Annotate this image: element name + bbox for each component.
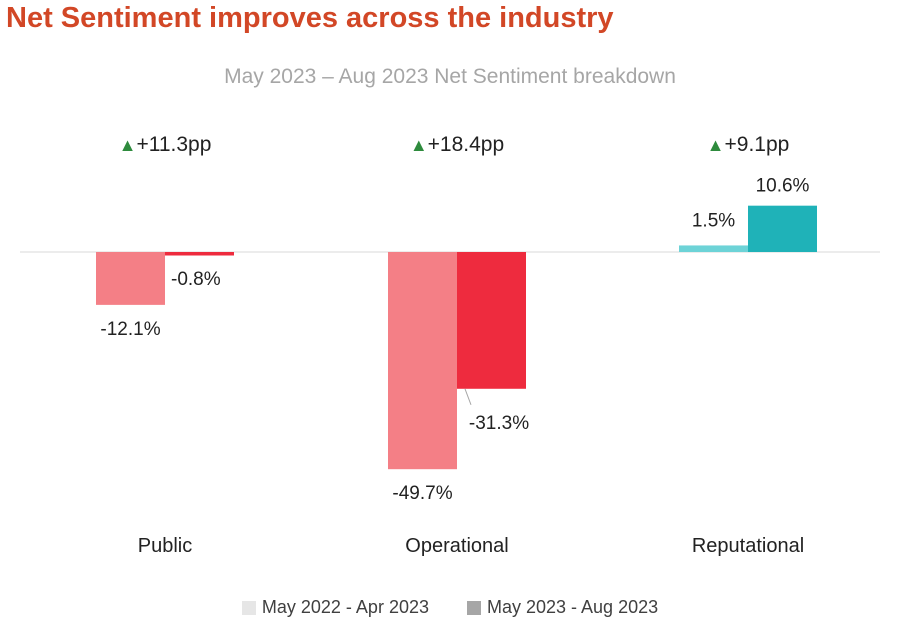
change-value-operational: +18.4pp	[428, 133, 505, 156]
category-label-reputational: Reputational	[692, 535, 804, 557]
data-label-operational-previous: -49.7%	[392, 483, 452, 504]
category-label-public: Public	[138, 535, 192, 557]
page-title: Net Sentiment improves across the indust…	[6, 2, 614, 34]
chart-subtitle: May 2023 – Aug 2023 Net Sentiment breakd…	[224, 65, 676, 88]
legend-label-current: May 2023 - Aug 2023	[486, 597, 659, 617]
change-indicator-reputational: ▲+9.1pp	[707, 133, 790, 156]
up-arrow-icon: ▲	[119, 135, 137, 155]
legend-label-previous: May 2022 - Apr 2023	[261, 597, 429, 617]
category-label-operational: Operational	[405, 535, 508, 557]
data-label-reputational-previous: 1.5%	[692, 210, 735, 231]
legend-swatch-current	[466, 600, 481, 615]
bar-public-current	[165, 252, 234, 256]
change-value-public: +11.3pp	[136, 133, 211, 156]
legend-item-current: May 2023 - Aug 2023	[466, 597, 659, 618]
data-label-reputational-current: 10.6%	[756, 176, 810, 197]
data-label-public-previous: -12.1%	[100, 319, 160, 340]
bar-reputational-current	[748, 205, 817, 252]
bar-reputational-previous	[679, 245, 748, 252]
change-indicator-public: ▲+11.3pp	[119, 133, 212, 156]
change-indicator-operational: ▲+18.4pp	[410, 133, 504, 156]
bar-operational-current	[457, 252, 526, 389]
data-label-operational-current: -31.3%	[469, 413, 529, 434]
bar-operational-previous	[388, 252, 457, 470]
legend-item-previous: May 2022 - Apr 2023	[241, 597, 429, 618]
change-value-reputational: +9.1pp	[725, 133, 790, 156]
chart-legend: May 2022 - Apr 2023 May 2023 - Aug 2023	[0, 597, 900, 618]
up-arrow-icon: ▲	[707, 135, 725, 155]
up-arrow-icon: ▲	[410, 135, 428, 155]
bar-public-previous	[96, 252, 165, 305]
legend-swatch-previous	[241, 600, 256, 615]
data-label-public-current: -0.8%	[171, 269, 221, 290]
leader-line-operational	[464, 388, 472, 405]
